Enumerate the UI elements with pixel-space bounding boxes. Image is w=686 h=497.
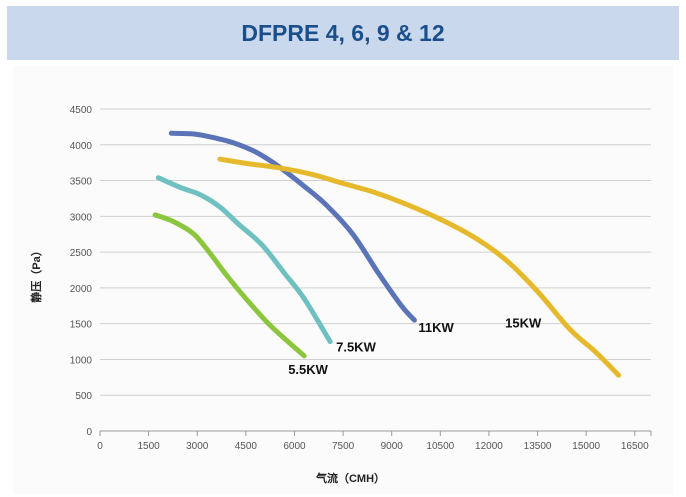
x-tick-label: 15000 [572,441,600,452]
y-tick-label: 1500 [70,320,93,331]
x-tick-label: 12000 [475,441,503,452]
y-tick-label: 1000 [70,355,93,366]
y-tick-label: 3000 [70,212,93,223]
series-line-11kw [168,130,417,323]
series-label: 15KW [505,316,542,331]
series-line-7-5kw [155,175,333,345]
series-label: 7.5KW [336,340,376,355]
series-line-5-5kw [152,212,307,359]
tick-labels: 0 500 1000 1500 2000 2500 3000 3500 4000 4500 0 150… [70,105,649,452]
series-line-15kw [217,156,622,378]
chart-area: 0 500 1000 1500 2000 2500 3000 3500 4000 4500 0 150… [13,66,673,494]
y-tick-label: 2000 [70,284,93,295]
x-tick-label: 6000 [283,441,306,452]
x-tick-label: 1500 [137,441,160,452]
y-tick-label: 4000 [70,141,93,152]
series-labels: 5.5KW 7.5KW 11KW 15KW [288,316,542,377]
series-label: 11KW [418,320,454,335]
axes [99,430,652,436]
series-label: 5.5KW [288,362,328,377]
x-axis-title: 气流（CMH） [315,471,385,485]
performance-chart: 0 500 1000 1500 2000 2500 3000 3500 4000 4500 0 150… [29,105,652,485]
x-tick-label: 9000 [381,441,404,452]
x-tick-label: 0 [97,441,103,452]
y-axis-title: 静压（Pa） [29,245,43,302]
title-bar: DFPRE 4, 6, 9 & 12 [7,6,679,60]
x-tick-label: 4500 [235,441,258,452]
y-tick-label: 4500 [70,105,93,116]
chart-title: DFPRE 4, 6, 9 & 12 [241,19,445,46]
x-tick-label: 3000 [186,441,209,452]
series-lines [152,130,622,378]
y-tick-label: 500 [75,391,92,402]
x-tick-label: 10500 [426,441,454,452]
grid-lines [100,108,651,396]
y-tick-label: 3500 [70,177,93,188]
x-tick-label: 7500 [332,441,355,452]
x-tick-label: 13500 [524,441,552,452]
x-tick-label: 16500 [621,441,649,452]
y-tick-label: 2500 [70,248,93,259]
y-tick-label: 0 [86,427,92,438]
